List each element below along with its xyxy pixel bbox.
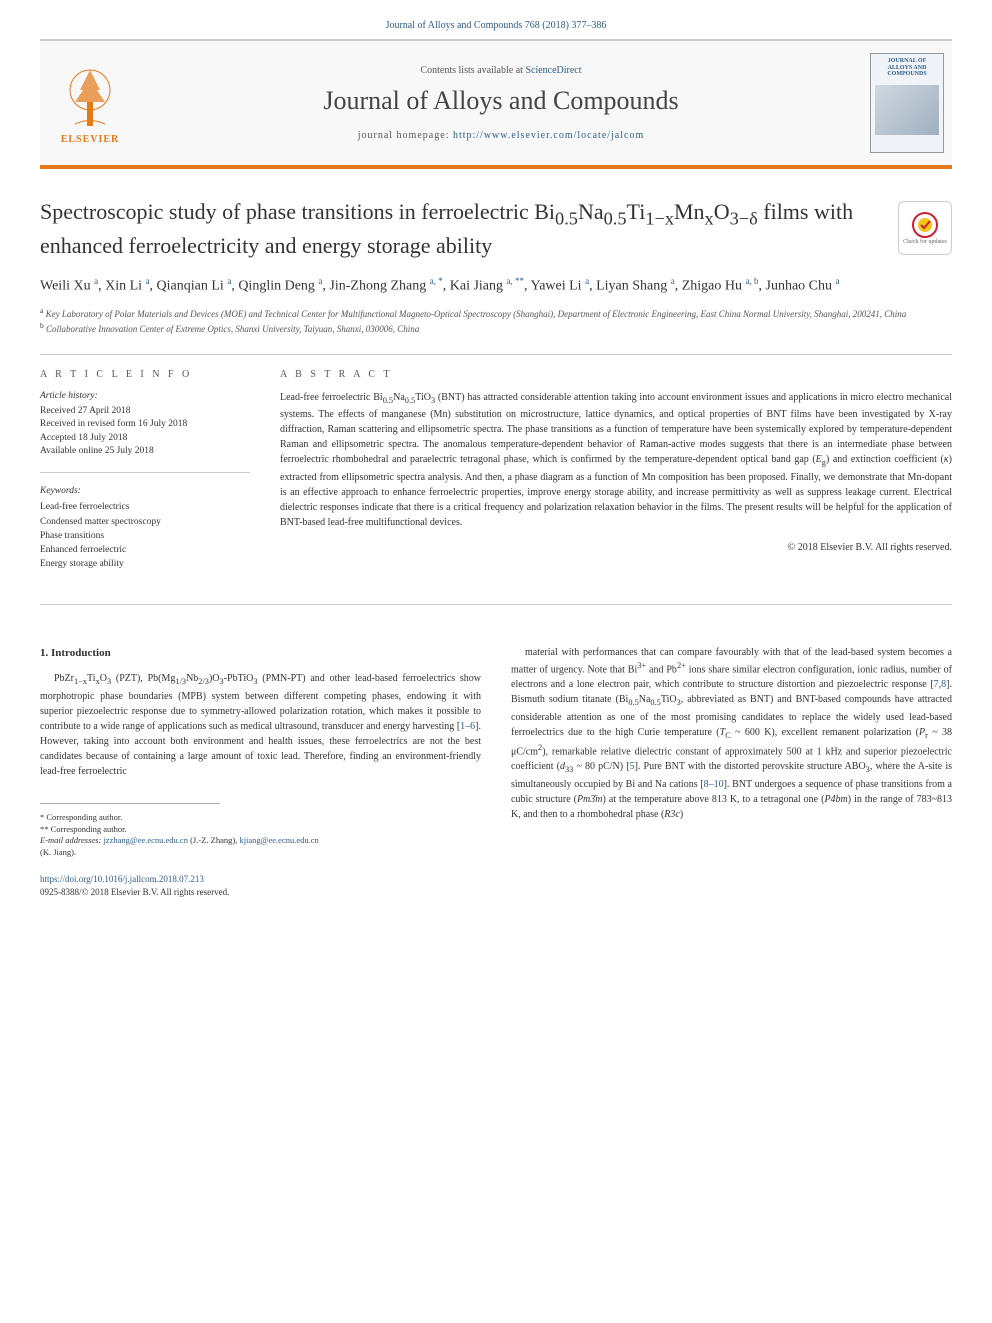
affiliation-a-text: Key Laboratory of Polar Materials and De… xyxy=(46,309,907,319)
email-2[interactable]: kjiang@ee.ecnu.edu.cn xyxy=(239,835,318,845)
footnotes: * Corresponding author. ** Corresponding… xyxy=(40,812,481,860)
doi-link[interactable]: https://doi.org/10.1016/j.jallcom.2018.0… xyxy=(40,874,204,884)
crossmark-icon xyxy=(911,211,939,239)
article-info-heading: A R T I C L E I N F O xyxy=(40,369,250,380)
keywords-list: Lead-free ferroelectrics Condensed matte… xyxy=(40,500,250,571)
history-3: Available online 25 July 2018 xyxy=(40,445,250,458)
cover-title: JOURNAL OF ALLOYS AND COMPOUNDS xyxy=(875,58,939,78)
keyword-1: Condensed matter spectroscopy xyxy=(40,515,250,529)
history-label: Article history: xyxy=(40,390,250,403)
divider-bottom xyxy=(40,604,952,605)
journal-name: Journal of Alloys and Compounds xyxy=(323,86,678,116)
journal-homepage: journal homepage: http://www.elsevier.co… xyxy=(358,130,645,141)
article-info-column: A R T I C L E I N F O Article history: R… xyxy=(40,369,250,586)
journal-cover: JOURNAL OF ALLOYS AND COMPOUNDS xyxy=(862,41,952,165)
keywords-label: Keywords: xyxy=(40,485,250,498)
sciencedirect-link[interactable]: ScienceDirect xyxy=(525,65,581,76)
contents-available: Contents lists available at ScienceDirec… xyxy=(420,65,581,76)
authors: Weili Xu a, Xin Li a, Qianqian Li a, Qin… xyxy=(40,275,952,297)
divider-top xyxy=(40,354,952,355)
affiliation-a: a Key Laboratory of Polar Materials and … xyxy=(40,306,952,321)
affiliations: a Key Laboratory of Polar Materials and … xyxy=(40,306,952,335)
intro-p2: material with performances that can comp… xyxy=(511,645,952,822)
elsevier-tree-icon xyxy=(60,62,120,132)
info-abstract-row: A R T I C L E I N F O Article history: R… xyxy=(40,369,952,586)
email-1-who: (J.-Z. Zhang), xyxy=(188,835,239,845)
affiliation-b: b Collaborative Innovation Center of Ext… xyxy=(40,321,952,336)
intro-heading: 1. Introduction xyxy=(40,645,481,662)
publisher-logo: ELSEVIER xyxy=(40,41,140,165)
cover-footer xyxy=(875,142,939,148)
contents-text: Contents lists available at xyxy=(420,65,525,76)
corresponding-2: ** Corresponding author. xyxy=(40,824,481,836)
info-divider xyxy=(40,472,250,473)
history-1: Received in revised form 16 July 2018 xyxy=(40,418,250,431)
history-2: Accepted 18 July 2018 xyxy=(40,432,250,445)
footnote-block: * Corresponding author. ** Corresponding… xyxy=(40,803,481,899)
homepage-label: journal homepage: xyxy=(358,130,453,141)
keyword-2: Phase transitions xyxy=(40,529,250,543)
affiliation-b-text: Collaborative Innovation Center of Extre… xyxy=(46,324,419,334)
check-updates-badge[interactable]: Check for updates xyxy=(898,201,952,255)
abstract-heading: A B S T R A C T xyxy=(280,369,952,380)
homepage-link[interactable]: http://www.elsevier.com/locate/jalcom xyxy=(453,130,644,141)
header-center: Contents lists available at ScienceDirec… xyxy=(140,41,862,165)
updates-label: Check for updates xyxy=(903,239,947,245)
keyword-4: Energy storage ability xyxy=(40,557,250,571)
cover-art xyxy=(875,85,939,135)
keyword-0: Lead-free ferroelectrics xyxy=(40,500,250,514)
title-row: Spectroscopic study of phase transitions… xyxy=(40,197,952,261)
doi-block: https://doi.org/10.1016/j.jallcom.2018.0… xyxy=(40,873,481,898)
footnote-rule xyxy=(40,803,220,808)
running-citation: Journal of Alloys and Compounds 768 (201… xyxy=(40,20,952,31)
keyword-3: Enhanced ferroelectric xyxy=(40,543,250,557)
emails-label: E-mail addresses: xyxy=(40,835,103,845)
body-columns: 1. Introduction PbZr1−xTixO3 (PZT), Pb(M… xyxy=(40,645,952,899)
cover-thumbnail: JOURNAL OF ALLOYS AND COMPOUNDS xyxy=(870,53,944,153)
email-2-who: (K. Jiang). xyxy=(40,847,76,857)
article-title: Spectroscopic study of phase transitions… xyxy=(40,197,878,261)
intro-p1: PbZr1−xTixO3 (PZT), Pb(Mg1/3Nb2/3)O3-PbT… xyxy=(40,671,481,778)
keywords-block: Keywords: Lead-free ferroelectrics Conde… xyxy=(40,485,250,572)
abstract-column: A B S T R A C T Lead-free ferroelectric … xyxy=(280,369,952,586)
article-history: Article history: Received 27 April 2018 … xyxy=(40,390,250,458)
emails: E-mail addresses: jzzhang@ee.ecnu.edu.cn… xyxy=(40,835,481,859)
abstract-text: Lead-free ferroelectric Bi0.5Na0.5TiO3 (… xyxy=(280,390,952,530)
abstract-copyright: © 2018 Elsevier B.V. All rights reserved… xyxy=(280,542,952,553)
history-0: Received 27 April 2018 xyxy=(40,405,250,418)
email-1[interactable]: jzzhang@ee.ecnu.edu.cn xyxy=(103,835,188,845)
journal-header: ELSEVIER Contents lists available at Sci… xyxy=(40,39,952,169)
publisher-name: ELSEVIER xyxy=(61,134,120,145)
corresponding-1: * Corresponding author. xyxy=(40,812,481,824)
issn-copyright: 0925-8388/© 2018 Elsevier B.V. All right… xyxy=(40,887,229,897)
page-root: Journal of Alloys and Compounds 768 (201… xyxy=(0,0,992,938)
